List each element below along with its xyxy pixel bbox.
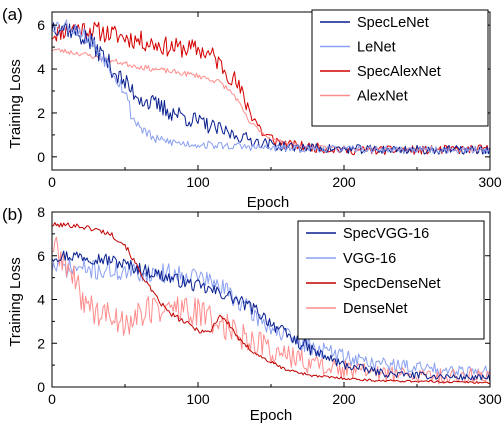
panel-a-xlabel: Epoch — [247, 194, 290, 211]
x-tick-label: 300 — [478, 174, 502, 190]
panel-a-label: (a) — [2, 5, 23, 24]
legend-label: AlexNet — [357, 89, 408, 105]
x-tick-label: 100 — [186, 391, 210, 407]
legend-label: SpecDenseNet — [343, 276, 441, 292]
y-tick-label: 0 — [37, 379, 45, 395]
series-line-lenet — [52, 19, 490, 154]
y-tick-label: 4 — [37, 61, 45, 77]
series-line-specdensenet — [52, 222, 490, 384]
legend-box — [297, 220, 485, 340]
series-line-speclenet — [52, 22, 490, 155]
series-lines — [52, 19, 490, 155]
y-tick-label: 6 — [37, 17, 45, 33]
legend-label: SpecLeNet — [357, 15, 429, 31]
panel-a: (a) Training Loss Epoch 0 100 200 300 0 2 4 6 Sp… — [2, 5, 502, 211]
legend-label: DenseNet — [343, 301, 407, 317]
x-tick-label: 200 — [332, 391, 356, 407]
x-tick-label: 0 — [48, 174, 56, 190]
legend-label: LeNet — [357, 40, 396, 56]
panel-b: (b) Training Loss Epoch 0 100 200 300 0 2 4 6 8 S… — [2, 204, 502, 424]
panel-a-plot: 0 100 200 300 0 2 4 6 SpecLeNet LeNet SpecAlexNet A… — [37, 9, 502, 190]
x-tick-label: 200 — [332, 174, 356, 190]
panel-a-ylabel: Training Loss — [7, 59, 24, 149]
x-tick-label: 100 — [186, 174, 210, 190]
series-line-vgg-16 — [52, 258, 490, 377]
panel-b-xlabel: Epoch — [250, 407, 293, 424]
panel-b-ylabel: Training Loss — [7, 257, 24, 347]
x-tick-label: 0 — [48, 391, 56, 407]
panel-b-plot: 0 100 200 300 0 2 4 6 8 SpecVGG-16 VGG-16 SpecDense… — [37, 204, 502, 407]
y-tick-label: 4 — [37, 292, 45, 308]
y-tick-label: 6 — [37, 248, 45, 264]
legend: SpecLeNet LeNet SpecAlexNet AlexNet — [311, 9, 489, 127]
y-tick-label: 0 — [37, 149, 45, 165]
legend-label: VGG-16 — [343, 251, 396, 267]
series-lines — [52, 222, 490, 385]
x-tick-label: 300 — [478, 391, 502, 407]
series-line-specvgg-16 — [52, 250, 490, 382]
panel-b-label: (b) — [2, 205, 23, 224]
legend-label: SpecVGG-16 — [343, 226, 429, 242]
y-tick-label: 8 — [37, 204, 45, 220]
y-tick-label: 2 — [37, 105, 45, 121]
legend-label: SpecAlexNet — [357, 64, 441, 80]
legend-box — [311, 9, 489, 127]
y-tick-label: 2 — [37, 335, 45, 351]
legend: SpecVGG-16 VGG-16 SpecDenseNet DenseNet — [297, 220, 485, 340]
